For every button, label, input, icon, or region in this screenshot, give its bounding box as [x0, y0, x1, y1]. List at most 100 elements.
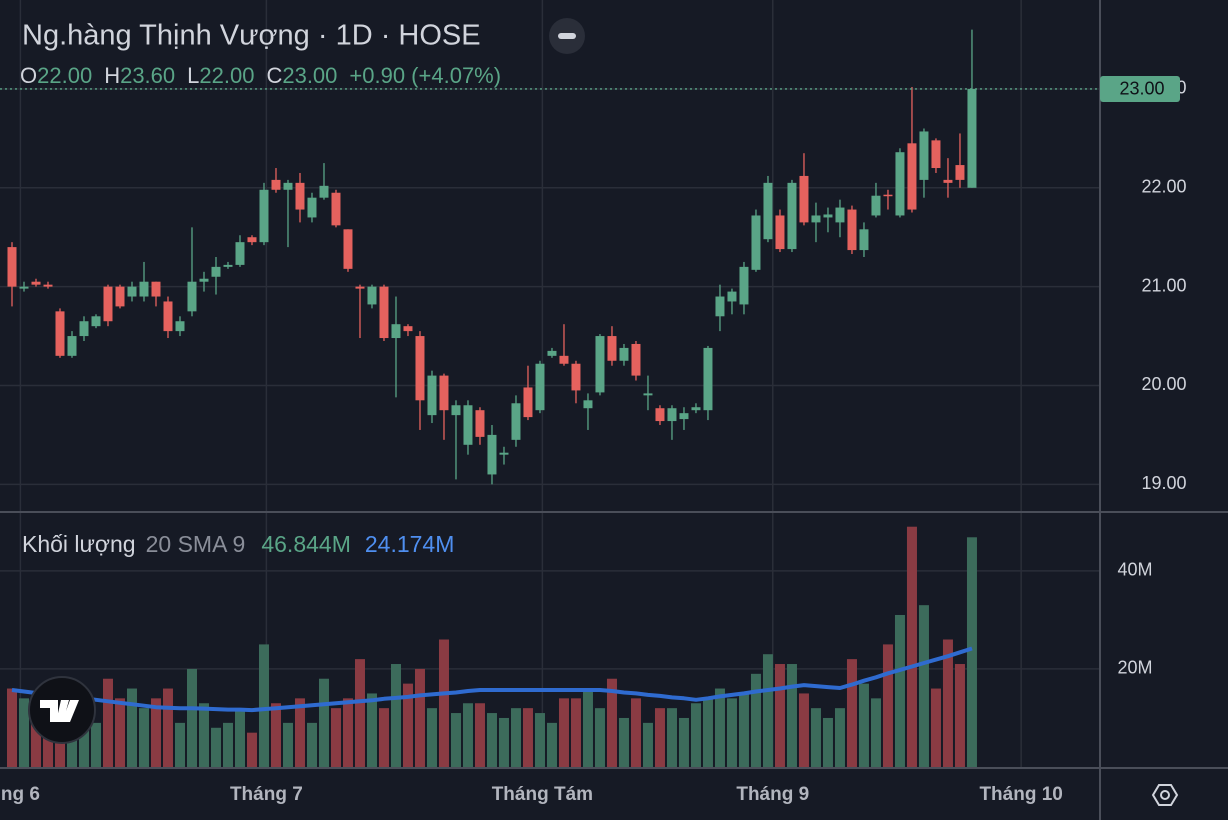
candle-body	[91, 316, 101, 327]
volume-bar	[402, 683, 413, 767]
volume-bar	[702, 698, 713, 767]
candle-body	[811, 215, 821, 223]
candle-body	[691, 407, 701, 411]
candle-body	[451, 405, 461, 416]
candle-body	[895, 152, 905, 216]
legend-text: O	[20, 63, 37, 88]
volume-bar	[666, 708, 677, 767]
candle-body	[31, 281, 41, 285]
volume-tick-label: 20M	[1117, 658, 1152, 678]
volume-bar	[642, 722, 653, 767]
candle-body	[535, 363, 545, 411]
candle-body	[331, 192, 341, 226]
volume-bar	[318, 678, 329, 767]
candle-body	[751, 215, 761, 270]
legend-text: 23.60	[120, 63, 175, 88]
volume-bar	[450, 713, 461, 767]
candle-body	[295, 182, 305, 210]
volume-bar	[846, 659, 857, 767]
volume-bar	[210, 727, 221, 767]
x-tick-label: Tháng Tám	[492, 784, 593, 805]
candle-body	[439, 375, 449, 411]
candle-body	[319, 185, 329, 198]
last-price-label: 23.00	[1119, 79, 1164, 99]
volume-bar	[690, 703, 701, 767]
ohlc-legend: O22.00 H23.60 L22.00 C23.00 +0.90 (+4.07%)	[20, 63, 501, 88]
legend-text: 22.00	[37, 63, 92, 88]
chart-title: Ng.hàng Thịnh Vượng · 1D · HOSE	[22, 20, 481, 52]
candle-body	[499, 452, 509, 455]
x-tick-label: ng 6	[1, 784, 40, 805]
volume-bar	[774, 664, 785, 767]
volume-bar	[366, 693, 377, 767]
settings-icon[interactable]	[1151, 784, 1179, 806]
volume-bar	[558, 698, 569, 767]
candle-body	[643, 393, 653, 396]
volume-bar	[78, 727, 89, 767]
candle-body	[667, 408, 677, 422]
candle-body	[907, 143, 917, 210]
legend-text: 24.174M	[365, 531, 455, 557]
volume-bar	[282, 722, 293, 767]
volume-bar	[90, 722, 101, 767]
candle-body	[739, 266, 749, 305]
y-tick-label: 22.00	[1141, 177, 1186, 197]
candle-body	[199, 278, 209, 282]
volume-bar	[378, 708, 389, 767]
volume-bar	[678, 717, 689, 767]
legend-text: 23.00	[282, 63, 337, 88]
volume-bar	[750, 673, 761, 767]
volume-bar	[186, 668, 197, 767]
axes: 19.00 20.00 21.00 22.00 23.00 20M 40M ng 6 Tháng…	[1, 75, 1187, 805]
volume-bar	[822, 717, 833, 767]
volume-bar	[654, 708, 665, 767]
candle-body	[355, 286, 365, 289]
volume-sma-line	[11, 646, 973, 713]
volume-bar	[138, 708, 149, 767]
volume-bar	[522, 708, 533, 767]
candle-body	[775, 215, 785, 250]
x-tick-label: Tháng 7	[230, 784, 303, 805]
volume-bar	[342, 698, 353, 767]
candle-body	[763, 182, 773, 240]
volume-tick-label: 40M	[1117, 560, 1152, 580]
marks	[0, 29, 1100, 767]
settings-icon-dot	[1160, 790, 1170, 800]
volume-bar	[198, 703, 209, 767]
candle-body	[835, 207, 845, 223]
volume-bar	[882, 644, 893, 767]
x-tick-label: Tháng 9	[736, 784, 809, 805]
volume-bar	[630, 698, 641, 767]
candle-body	[403, 326, 413, 332]
legend-text: H	[104, 63, 120, 88]
candle-body	[67, 336, 77, 356]
y-tick-label: 20.00	[1141, 374, 1186, 394]
volume-bar	[762, 654, 773, 767]
volume-bar	[306, 722, 317, 767]
candle-body	[271, 179, 281, 190]
volume-bar	[714, 688, 725, 767]
volume-bar	[582, 688, 593, 767]
candle-body	[307, 197, 317, 218]
candle-body	[211, 266, 221, 277]
volume-bar	[534, 713, 545, 767]
collapse-icon	[558, 33, 576, 39]
candle-body	[187, 281, 197, 312]
legend-text: L	[187, 63, 199, 88]
volume-bar	[42, 717, 53, 767]
candle-body	[427, 375, 437, 416]
candle-body	[823, 214, 833, 218]
volume-bar	[498, 717, 509, 767]
volume-bar	[390, 664, 401, 767]
candle-body	[715, 296, 725, 317]
volume-bar	[438, 639, 449, 767]
candle-body	[883, 194, 893, 197]
candle-body	[619, 347, 629, 361]
candle-body	[55, 311, 65, 356]
candle-body	[955, 165, 965, 180]
candle-body	[727, 291, 737, 302]
x-tick-label: Tháng 10	[979, 784, 1062, 805]
logo-mark	[40, 700, 79, 722]
volume-bar	[798, 693, 809, 767]
